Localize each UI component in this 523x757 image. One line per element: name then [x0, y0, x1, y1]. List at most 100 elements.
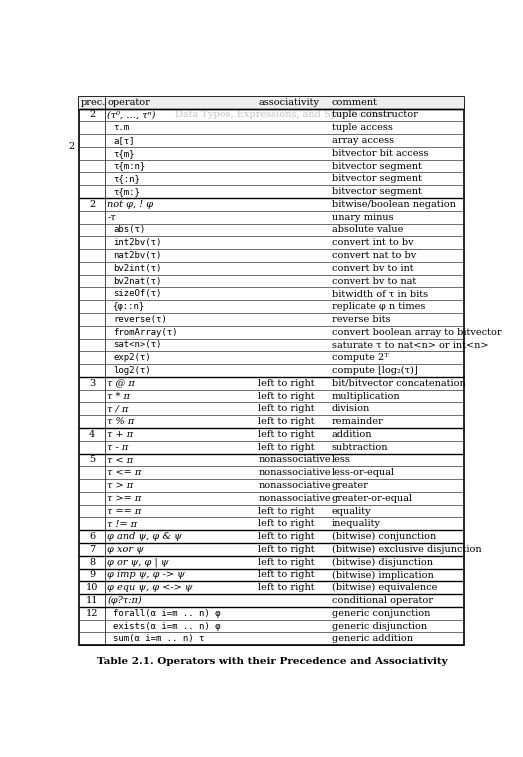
Text: equality: equality: [332, 506, 372, 516]
Text: Table 2.1. Operators with their Precedence and Associativity: Table 2.1. Operators with their Preceden…: [97, 657, 447, 666]
Text: conditional operator: conditional operator: [332, 596, 433, 605]
Text: 4: 4: [89, 430, 95, 439]
Text: nonassociative: nonassociative: [258, 469, 331, 477]
Text: sat<n>(τ): sat<n>(τ): [113, 341, 162, 350]
Text: convert bv to nat: convert bv to nat: [332, 276, 416, 285]
Text: bitwise/boolean negation: bitwise/boolean negation: [332, 200, 456, 209]
Text: left to right: left to right: [258, 545, 315, 554]
Text: τ{m}: τ{m}: [113, 149, 135, 157]
Text: (bitwise) disjunction: (bitwise) disjunction: [332, 558, 433, 567]
Text: tuple constructor: tuple constructor: [332, 111, 418, 120]
Text: left to right: left to right: [258, 443, 315, 452]
Text: compute ⌊log₂(τ)⌋: compute ⌊log₂(τ)⌋: [332, 366, 417, 375]
Text: left to right: left to right: [258, 571, 315, 579]
Text: τ{:n}: τ{:n}: [113, 174, 140, 183]
Text: bitwidth of τ in bits: bitwidth of τ in bits: [332, 289, 428, 298]
Text: replicate φ n times: replicate φ n times: [332, 302, 425, 311]
Text: prec.: prec.: [81, 98, 106, 107]
Text: tuple access: tuple access: [332, 123, 393, 132]
Text: -τ: -τ: [107, 213, 116, 222]
Text: abs(τ): abs(τ): [113, 226, 146, 235]
Text: φ imp ψ, φ -> ψ: φ imp ψ, φ -> ψ: [107, 571, 185, 579]
Text: τ <= π: τ <= π: [107, 469, 142, 477]
Text: a[τ]: a[τ]: [113, 136, 135, 145]
Text: nonassociative: nonassociative: [258, 456, 331, 465]
Text: generic conjunction: generic conjunction: [332, 609, 430, 618]
Text: division: division: [332, 404, 370, 413]
Text: 2: 2: [89, 200, 95, 209]
Text: 7: 7: [89, 545, 95, 554]
Text: 3: 3: [89, 378, 95, 388]
Text: associativity: associativity: [258, 98, 320, 107]
Text: (φ?τ:π): (φ?τ:π): [107, 596, 142, 605]
Text: 12: 12: [86, 609, 98, 618]
Text: generic disjunction: generic disjunction: [332, 621, 427, 631]
Text: sum(α i=m .. n) τ: sum(α i=m .. n) τ: [113, 634, 205, 643]
Text: (bitwise) conjunction: (bitwise) conjunction: [332, 532, 436, 541]
Text: Data Types, Expressions, and Specifications: Data Types, Expressions, and Specificati…: [175, 111, 394, 120]
Text: less: less: [332, 456, 351, 465]
Text: saturate τ to nat<n> or int<n>: saturate τ to nat<n> or int<n>: [332, 341, 488, 350]
Text: comment: comment: [332, 98, 378, 107]
Text: bitvector bit access: bitvector bit access: [332, 149, 428, 157]
Text: τ >= π: τ >= π: [107, 494, 142, 503]
Text: left to right: left to right: [258, 378, 315, 388]
Text: reverse(τ): reverse(τ): [113, 315, 167, 324]
Text: τ - π: τ - π: [107, 443, 129, 452]
Text: left to right: left to right: [258, 430, 315, 439]
Text: φ xor ψ: φ xor ψ: [107, 545, 144, 554]
Text: φ or ψ, φ | ψ: φ or ψ, φ | ψ: [107, 557, 169, 567]
Text: left to right: left to right: [258, 417, 315, 426]
Text: remainder: remainder: [332, 417, 384, 426]
Text: 10: 10: [86, 583, 98, 592]
Text: greater: greater: [332, 481, 369, 490]
Bar: [79, 97, 464, 108]
Text: (bitwise) equivalence: (bitwise) equivalence: [332, 583, 437, 592]
Text: subtraction: subtraction: [332, 443, 389, 452]
Text: left to right: left to right: [258, 506, 315, 516]
Text: τ.m: τ.m: [113, 123, 130, 132]
Text: (bitwise) exclusive disjunction: (bitwise) exclusive disjunction: [332, 545, 482, 554]
Text: τ @ π: τ @ π: [107, 378, 135, 388]
Text: convert int to bv: convert int to bv: [332, 238, 414, 248]
Text: τ < π: τ < π: [107, 456, 133, 465]
Text: not φ, ! φ: not φ, ! φ: [107, 200, 153, 209]
Text: bitvector segment: bitvector segment: [332, 187, 422, 196]
Text: left to right: left to right: [258, 391, 315, 400]
Text: 11: 11: [86, 596, 98, 605]
Text: exists(α i=m .. n) φ: exists(α i=m .. n) φ: [113, 621, 221, 631]
Text: absolute value: absolute value: [332, 226, 403, 235]
Text: τ / π: τ / π: [107, 404, 129, 413]
Text: log2(τ): log2(τ): [113, 366, 151, 375]
Text: 8: 8: [89, 558, 95, 567]
Text: (bitwise) implication: (bitwise) implication: [332, 570, 434, 580]
Text: sizeOf(τ): sizeOf(τ): [113, 289, 162, 298]
Text: left to right: left to right: [258, 558, 315, 567]
Text: τ > π: τ > π: [107, 481, 133, 490]
Text: greater-or-equal: greater-or-equal: [332, 494, 413, 503]
Text: τ * π: τ * π: [107, 391, 130, 400]
Text: forall(α i=m .. n) φ: forall(α i=m .. n) φ: [113, 609, 221, 618]
Text: τ != π: τ != π: [107, 519, 137, 528]
Text: bitvector segment: bitvector segment: [332, 161, 422, 170]
Text: left to right: left to right: [258, 519, 315, 528]
Text: φ equ ψ, φ <-> ψ: φ equ ψ, φ <-> ψ: [107, 583, 192, 592]
Text: left to right: left to right: [258, 404, 315, 413]
Text: array access: array access: [332, 136, 394, 145]
Text: generic addition: generic addition: [332, 634, 413, 643]
Text: reverse bits: reverse bits: [332, 315, 391, 324]
Text: bv2int(τ): bv2int(τ): [113, 263, 162, 273]
Text: nonassociative: nonassociative: [258, 494, 331, 503]
Text: int2bv(τ): int2bv(τ): [113, 238, 162, 248]
Text: φ and ψ, φ & ψ: φ and ψ, φ & ψ: [107, 532, 182, 541]
Text: fromArray(τ): fromArray(τ): [113, 328, 178, 337]
Text: addition: addition: [332, 430, 372, 439]
Text: nat2bv(τ): nat2bv(τ): [113, 251, 162, 260]
Text: τ + π: τ + π: [107, 430, 133, 439]
Text: convert nat to bv: convert nat to bv: [332, 251, 416, 260]
Text: less-or-equal: less-or-equal: [332, 469, 395, 477]
Text: τ == π: τ == π: [107, 506, 142, 516]
Text: compute 2ᵀ: compute 2ᵀ: [332, 354, 389, 363]
Text: bv2nat(τ): bv2nat(τ): [113, 276, 162, 285]
Text: bitvector segment: bitvector segment: [332, 174, 422, 183]
